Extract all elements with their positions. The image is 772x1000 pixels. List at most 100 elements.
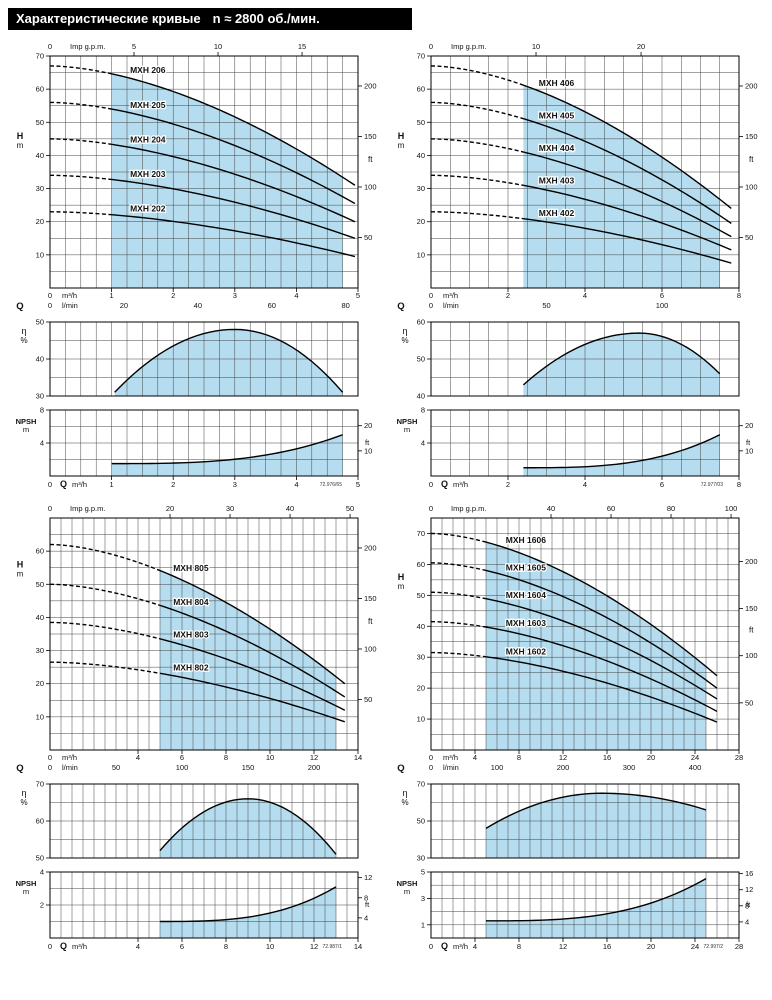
svg-text:0: 0 <box>429 291 433 300</box>
svg-text:NPSH: NPSH <box>397 417 418 426</box>
svg-text:12: 12 <box>559 753 567 762</box>
svg-text:8: 8 <box>224 753 228 762</box>
svg-text:Q: Q <box>397 301 404 312</box>
svg-text:10: 10 <box>745 446 753 455</box>
svg-text:50: 50 <box>112 763 120 772</box>
svg-text:%: % <box>20 336 27 345</box>
svg-text:MXH 1602: MXH 1602 <box>506 647 546 657</box>
svg-text:50: 50 <box>346 504 354 513</box>
svg-text:MXH 1604: MXH 1604 <box>506 590 546 600</box>
chart-group-4: MXH 1606 MXH 1605 MXH 1604 MXH 1603 MXH 1602… <box>387 500 765 958</box>
svg-text:60: 60 <box>36 547 44 556</box>
svg-text:40: 40 <box>36 355 44 364</box>
svg-text:m³/h: m³/h <box>72 942 87 951</box>
svg-text:4: 4 <box>473 942 477 951</box>
svg-text:72.976/65: 72.976/65 <box>320 482 342 488</box>
svg-text:4: 4 <box>745 917 749 926</box>
svg-text:0: 0 <box>429 753 433 762</box>
svg-text:80: 80 <box>667 504 675 513</box>
svg-text:MXH 203: MXH 203 <box>130 169 166 179</box>
svg-text:15: 15 <box>298 42 306 51</box>
svg-text:40: 40 <box>286 504 294 513</box>
svg-text:8: 8 <box>745 901 749 910</box>
svg-text:200: 200 <box>745 557 758 566</box>
svg-text:12: 12 <box>364 873 372 882</box>
svg-text:60: 60 <box>607 504 615 513</box>
svg-text:20: 20 <box>745 421 753 430</box>
svg-text:η: η <box>21 788 26 798</box>
svg-text:1: 1 <box>110 291 114 300</box>
svg-text:m³/h: m³/h <box>72 480 87 489</box>
svg-text:200: 200 <box>557 763 570 772</box>
chart-group-1: MXH 206 MXH 205 MXH 204 MXH 203 MXH 202 10 20 3… <box>6 38 384 496</box>
svg-text:50: 50 <box>417 591 425 600</box>
svg-text:50: 50 <box>364 695 372 704</box>
svg-text:100: 100 <box>656 301 669 310</box>
svg-text:ft: ft <box>365 438 370 447</box>
svg-text:0: 0 <box>429 763 433 772</box>
svg-text:m: m <box>404 425 410 434</box>
svg-text:4: 4 <box>294 291 298 300</box>
svg-text:72.987/1: 72.987/1 <box>323 944 343 950</box>
svg-text:6: 6 <box>660 291 664 300</box>
svg-text:60: 60 <box>36 85 44 94</box>
svg-text:10: 10 <box>417 715 425 724</box>
svg-text:50: 50 <box>36 318 44 327</box>
svg-text:m: m <box>398 141 405 150</box>
svg-text:24: 24 <box>691 753 699 762</box>
svg-text:Q: Q <box>60 941 67 951</box>
svg-text:100: 100 <box>745 182 758 191</box>
svg-text:Imp g.p.m.: Imp g.p.m. <box>70 42 105 51</box>
svg-text:%: % <box>401 336 408 345</box>
svg-text:0: 0 <box>429 942 433 951</box>
svg-text:ft: ft <box>749 155 754 164</box>
page-title: Характеристические кривые <box>16 11 201 26</box>
pump-chart-mxh-1600: MXH 1606 MXH 1605 MXH 1604 MXH 1603 MXH 1602… <box>397 504 758 951</box>
svg-text:m: m <box>23 887 29 896</box>
svg-text:3: 3 <box>233 480 237 489</box>
svg-text:m³/h: m³/h <box>443 291 458 300</box>
svg-text:Q: Q <box>16 301 23 312</box>
svg-text:8: 8 <box>737 291 741 300</box>
svg-text:5: 5 <box>356 480 360 489</box>
svg-text:4: 4 <box>136 753 140 762</box>
svg-text:100: 100 <box>725 504 738 513</box>
svg-text:Imp g.p.m.: Imp g.p.m. <box>451 504 486 513</box>
svg-text:8: 8 <box>517 942 521 951</box>
svg-text:40: 40 <box>417 622 425 631</box>
svg-text:50: 50 <box>36 580 44 589</box>
svg-text:l/min: l/min <box>62 301 78 310</box>
svg-text:30: 30 <box>36 392 44 401</box>
svg-text:100: 100 <box>364 644 377 653</box>
svg-text:200: 200 <box>308 763 321 772</box>
svg-text:150: 150 <box>745 604 758 613</box>
svg-text:200: 200 <box>364 543 377 552</box>
svg-text:30: 30 <box>226 504 234 513</box>
svg-text:0: 0 <box>429 504 433 513</box>
svg-text:10: 10 <box>36 712 44 721</box>
svg-text:4: 4 <box>40 868 44 877</box>
svg-text:50: 50 <box>36 854 44 863</box>
svg-text:300: 300 <box>623 763 636 772</box>
svg-text:30: 30 <box>36 646 44 655</box>
svg-text:40: 40 <box>194 301 202 310</box>
svg-text:50: 50 <box>745 233 753 242</box>
svg-text:10: 10 <box>36 250 44 259</box>
svg-text:m: m <box>23 425 29 434</box>
svg-text:MXH 802: MXH 802 <box>173 663 209 673</box>
svg-text:l/min: l/min <box>62 763 78 772</box>
svg-text:Q: Q <box>441 941 448 951</box>
svg-text:0: 0 <box>48 301 52 310</box>
svg-text:50: 50 <box>542 301 550 310</box>
svg-text:150: 150 <box>745 132 758 141</box>
svg-text:MXH 205: MXH 205 <box>130 100 166 110</box>
svg-text:MXH 204: MXH 204 <box>130 134 166 144</box>
svg-text:40: 40 <box>36 151 44 160</box>
svg-text:6: 6 <box>660 480 664 489</box>
svg-text:70: 70 <box>36 780 44 789</box>
svg-text:100: 100 <box>364 182 377 191</box>
svg-text:1: 1 <box>110 480 114 489</box>
svg-text:%: % <box>20 798 27 807</box>
svg-text:20: 20 <box>36 217 44 226</box>
